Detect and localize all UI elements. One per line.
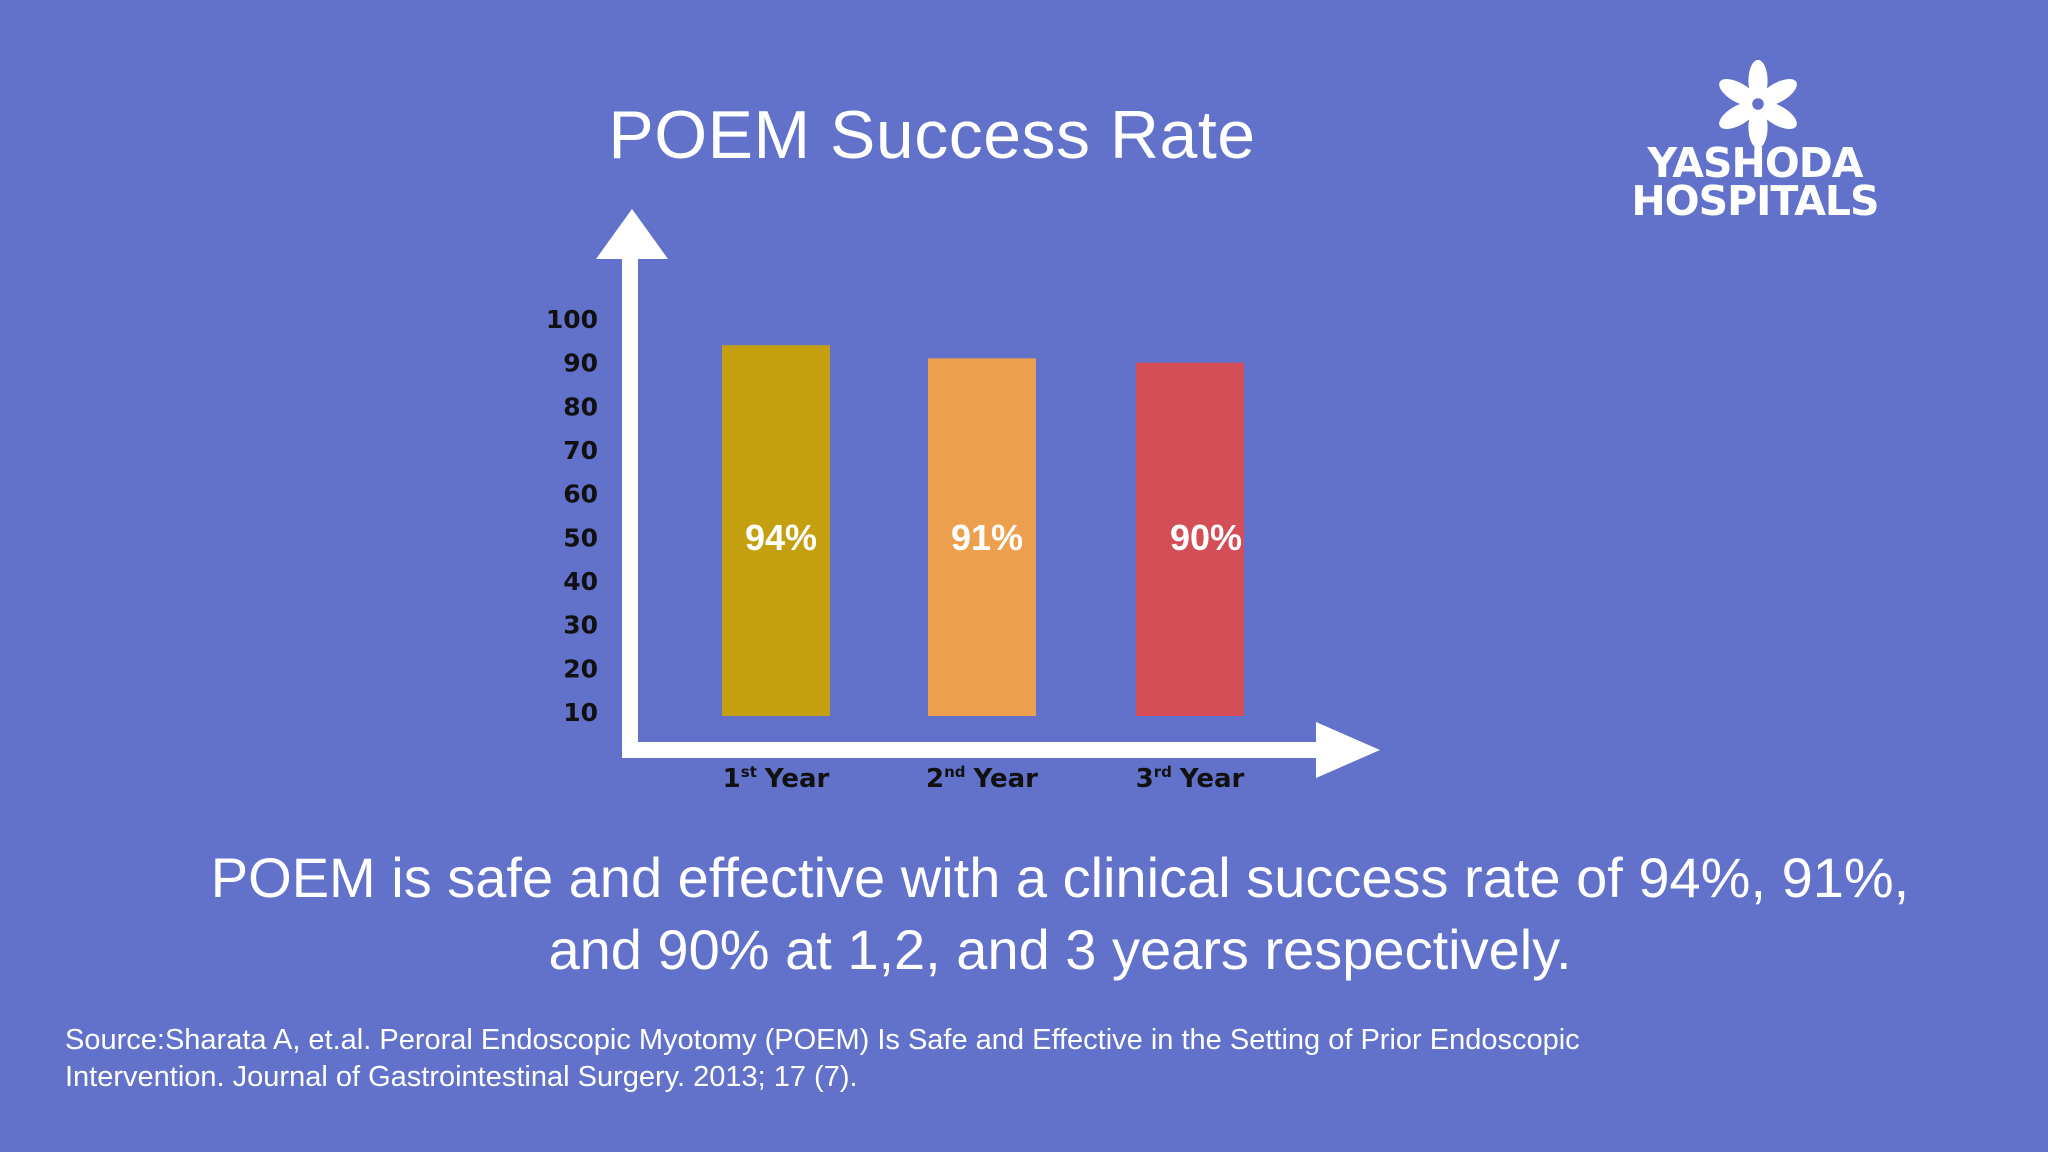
- x-tick-label: 2nd Year: [926, 763, 1038, 794]
- x-tick-label: 1st Year: [723, 763, 830, 794]
- x-tick-labels: 1st Year 2nd Year 3rd Year: [723, 763, 1245, 794]
- summary-line-1: POEM is safe and effective with a clinic…: [210, 846, 1910, 909]
- x-tick-label: 3rd Year: [1136, 763, 1245, 794]
- summary-line-2: and 90% at 1,2, and 3 years respectively…: [548, 918, 1572, 981]
- logo-line1: YASHODA: [1647, 139, 1864, 187]
- slide-title: POEM Success Rate: [608, 97, 1256, 173]
- y-axis-line: [622, 255, 638, 758]
- logo-line2: HOSPITALS: [1631, 177, 1879, 225]
- x-tick-word: Year: [1179, 764, 1245, 794]
- y-tick-label: 70: [563, 436, 598, 465]
- y-tick-label: 60: [563, 480, 598, 509]
- source-line-1: Source:Sharata A, et.al. Peroral Endosco…: [65, 1024, 1580, 1056]
- x-axis-line: [622, 742, 1322, 758]
- logo-wordmark: YASHODA HOSPITALS: [1630, 139, 1880, 225]
- source-line-2: Intervention. Journal of Gastrointestina…: [65, 1061, 858, 1093]
- y-tick-label: 100: [546, 305, 598, 334]
- y-tick-label: 90: [563, 349, 598, 378]
- x-axis-arrow: [1316, 722, 1380, 778]
- y-tick-labels: 10 20 30 40 50 60 70 80 90 100: [546, 305, 598, 727]
- y-tick-label: 30: [563, 611, 598, 640]
- x-tick-ordinal: st: [741, 763, 757, 781]
- y-tick-label: 50: [563, 523, 598, 552]
- summary-text: POEM is safe and effective with a clinic…: [60, 842, 2048, 986]
- bar: [1136, 362, 1244, 716]
- bar-data-label: 91%: [951, 517, 1023, 558]
- y-tick-label: 10: [563, 698, 598, 727]
- source-citation: Source:Sharata A, et.al. Peroral Endosco…: [65, 1022, 1765, 1096]
- bars-group: 94% 91% 90%: [722, 345, 1244, 716]
- y-tick-label: 20: [563, 654, 598, 683]
- x-tick-number: 3: [1136, 764, 1154, 794]
- bar: [928, 358, 1036, 716]
- y-tick-label: 80: [563, 392, 598, 421]
- axes-group: [596, 209, 1380, 778]
- bar: [722, 345, 830, 716]
- x-tick-ordinal: nd: [944, 763, 965, 781]
- y-axis-arrow: [596, 209, 668, 259]
- bar-data-label: 90%: [1170, 517, 1242, 558]
- x-tick-number: 1: [723, 764, 741, 794]
- bar-data-label: 94%: [745, 517, 817, 558]
- flower-icon: [1719, 59, 1797, 149]
- x-tick-number: 2: [926, 764, 944, 794]
- y-tick-label: 40: [563, 567, 598, 596]
- x-tick-ordinal: rd: [1154, 763, 1172, 781]
- x-tick-word: Year: [973, 764, 1039, 794]
- yashoda-logo: YASHODA HOSPITALS: [1630, 56, 1880, 226]
- x-tick-word: Year: [764, 764, 830, 794]
